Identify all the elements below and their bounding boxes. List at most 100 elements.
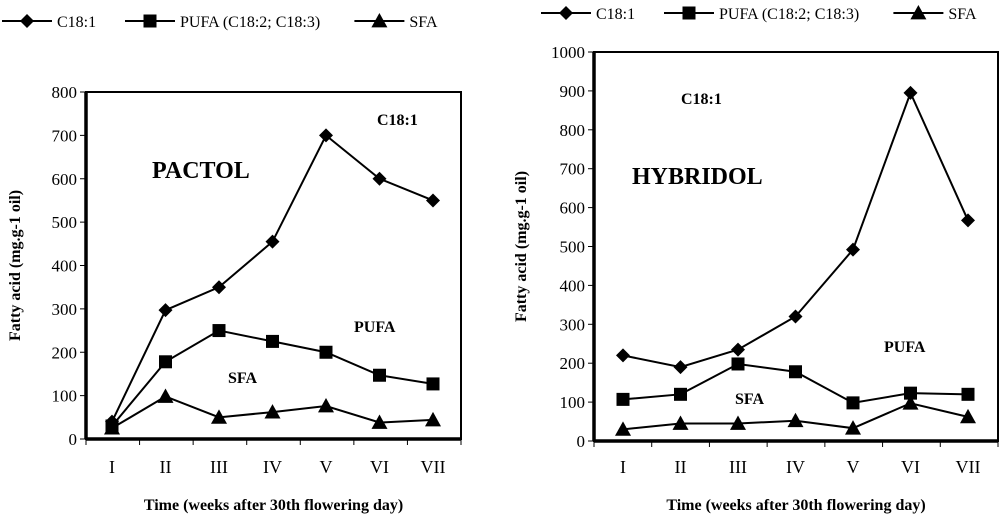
series-annotation: PUFA <box>354 319 396 336</box>
y-tick-label: 0 <box>577 432 586 451</box>
data-point <box>212 324 226 338</box>
legend-marker-triangle-icon <box>371 13 388 28</box>
data-point <box>731 342 745 357</box>
series-annotation: SFA <box>228 370 257 387</box>
x-tick-label: VII <box>421 457 446 477</box>
y-tick-label: 500 <box>560 238 586 257</box>
y-tick-label: 1000 <box>551 43 585 62</box>
legend-item: C18:1 <box>541 6 635 23</box>
legend-marker-square-icon <box>143 14 157 28</box>
y-tick-label: 600 <box>52 170 78 189</box>
data-point <box>616 392 630 406</box>
legend-label: C18:1 <box>57 14 96 31</box>
legend-item: PUFA (C18:2; C18:3) <box>125 14 320 31</box>
legend-item: C18:1 <box>2 14 96 31</box>
data-point <box>846 396 860 410</box>
series-annotation: C18:1 <box>681 91 722 108</box>
y-tick-label: 300 <box>560 315 586 334</box>
y-axis-title: Fatty acid (mg.g-1 oil) <box>7 190 24 341</box>
y-tick-label: 400 <box>560 276 586 295</box>
data-point <box>961 387 975 401</box>
data-point <box>212 280 226 295</box>
y-tick-label: 800 <box>560 121 586 140</box>
data-point <box>673 360 688 375</box>
legend-label: PUFA (C18:2; C18:3) <box>719 6 859 23</box>
x-tick-label: VI <box>370 457 389 477</box>
x-tick-label: I <box>109 457 115 477</box>
y-tick-label: 600 <box>560 199 586 218</box>
panel-title: HYBRIDOL <box>632 164 763 190</box>
plot-frame <box>85 91 462 440</box>
legend-label: C18:1 <box>596 6 635 23</box>
legend: C18:1 PUFA (C18:2; C18:3) SFA <box>541 5 977 23</box>
series-annotation: PUFA <box>884 339 926 356</box>
data-point <box>616 348 630 363</box>
x-tick-label: V <box>847 457 860 477</box>
series-diamond <box>616 85 975 375</box>
legend-marker-square-icon <box>682 6 696 20</box>
y-tick-label: 700 <box>52 126 78 145</box>
y-tick-label: 800 <box>52 83 78 102</box>
data-point <box>846 242 860 257</box>
x-tick-label: V <box>320 457 333 477</box>
data-point <box>426 193 440 208</box>
chart-pactol: C18:1 PUFA (C18:2; C18:3) SFA 0 100 200 300 400… <box>2 13 462 514</box>
data-point <box>159 355 172 369</box>
y-tick-label: 100 <box>52 387 78 406</box>
data-point <box>211 409 227 424</box>
y-tick-label: 700 <box>560 160 586 179</box>
data-point <box>903 85 918 100</box>
data-point <box>319 345 333 359</box>
legend-marker-diamond-icon <box>559 6 573 20</box>
data-point <box>318 398 334 413</box>
series-annotation: C18:1 <box>377 112 418 129</box>
series-line <box>622 90 969 369</box>
x-axis-title: Time (weeks after 30th flowering day) <box>666 497 925 514</box>
legend-label: PUFA (C18:2; C18:3) <box>180 14 320 31</box>
plot-frame <box>593 51 999 442</box>
legend-marker-triangle-icon <box>910 5 927 20</box>
data-point <box>845 420 861 435</box>
data-point <box>788 309 803 324</box>
data-point <box>426 377 440 391</box>
series-triangle <box>104 388 441 435</box>
legend-item: SFA <box>893 5 977 23</box>
y-axis-title: Fatty acid (mg.g-1 oil) <box>513 171 530 322</box>
legend-item: PUFA (C18:2; C18:3) <box>664 6 859 23</box>
y-tick-label: 0 <box>69 430 78 449</box>
series-square <box>616 357 975 410</box>
y-tick-label: 400 <box>52 257 78 276</box>
data-point <box>158 303 173 318</box>
data-point <box>961 213 975 228</box>
x-tick-label: II <box>675 457 687 477</box>
data-point <box>266 334 279 348</box>
data-point <box>264 404 281 419</box>
data-point <box>674 387 687 401</box>
data-point <box>787 412 804 428</box>
x-tick-label: IV <box>786 457 805 477</box>
chart-hybridol: C18:1 PUFA (C18:2; C18:3) SFA 0 100 200 300 400… <box>513 5 999 514</box>
series-diamond <box>105 128 440 429</box>
data-point <box>425 411 441 427</box>
data-point <box>904 386 917 400</box>
x-tick-label: II <box>160 457 172 477</box>
x-tick-label: VI <box>901 457 920 477</box>
legend-label: SFA <box>948 6 977 23</box>
series-annotation: SFA <box>735 391 764 408</box>
y-tick-label: 200 <box>52 343 78 362</box>
data-point <box>372 171 387 186</box>
y-tick-label: 100 <box>560 393 586 412</box>
series-triangle <box>615 395 976 436</box>
x-tick-label: III <box>729 457 747 477</box>
y-tick-label: 500 <box>52 213 78 232</box>
y-tick-label: 300 <box>52 300 78 319</box>
x-tick-label: VII <box>956 457 981 477</box>
data-point <box>615 421 631 436</box>
legend-label: SFA <box>409 14 438 31</box>
x-tick-label: I <box>620 457 626 477</box>
legend: C18:1 PUFA (C18:2; C18:3) SFA <box>2 13 438 31</box>
data-point <box>960 408 976 424</box>
data-point <box>731 357 745 371</box>
data-point <box>373 368 386 382</box>
